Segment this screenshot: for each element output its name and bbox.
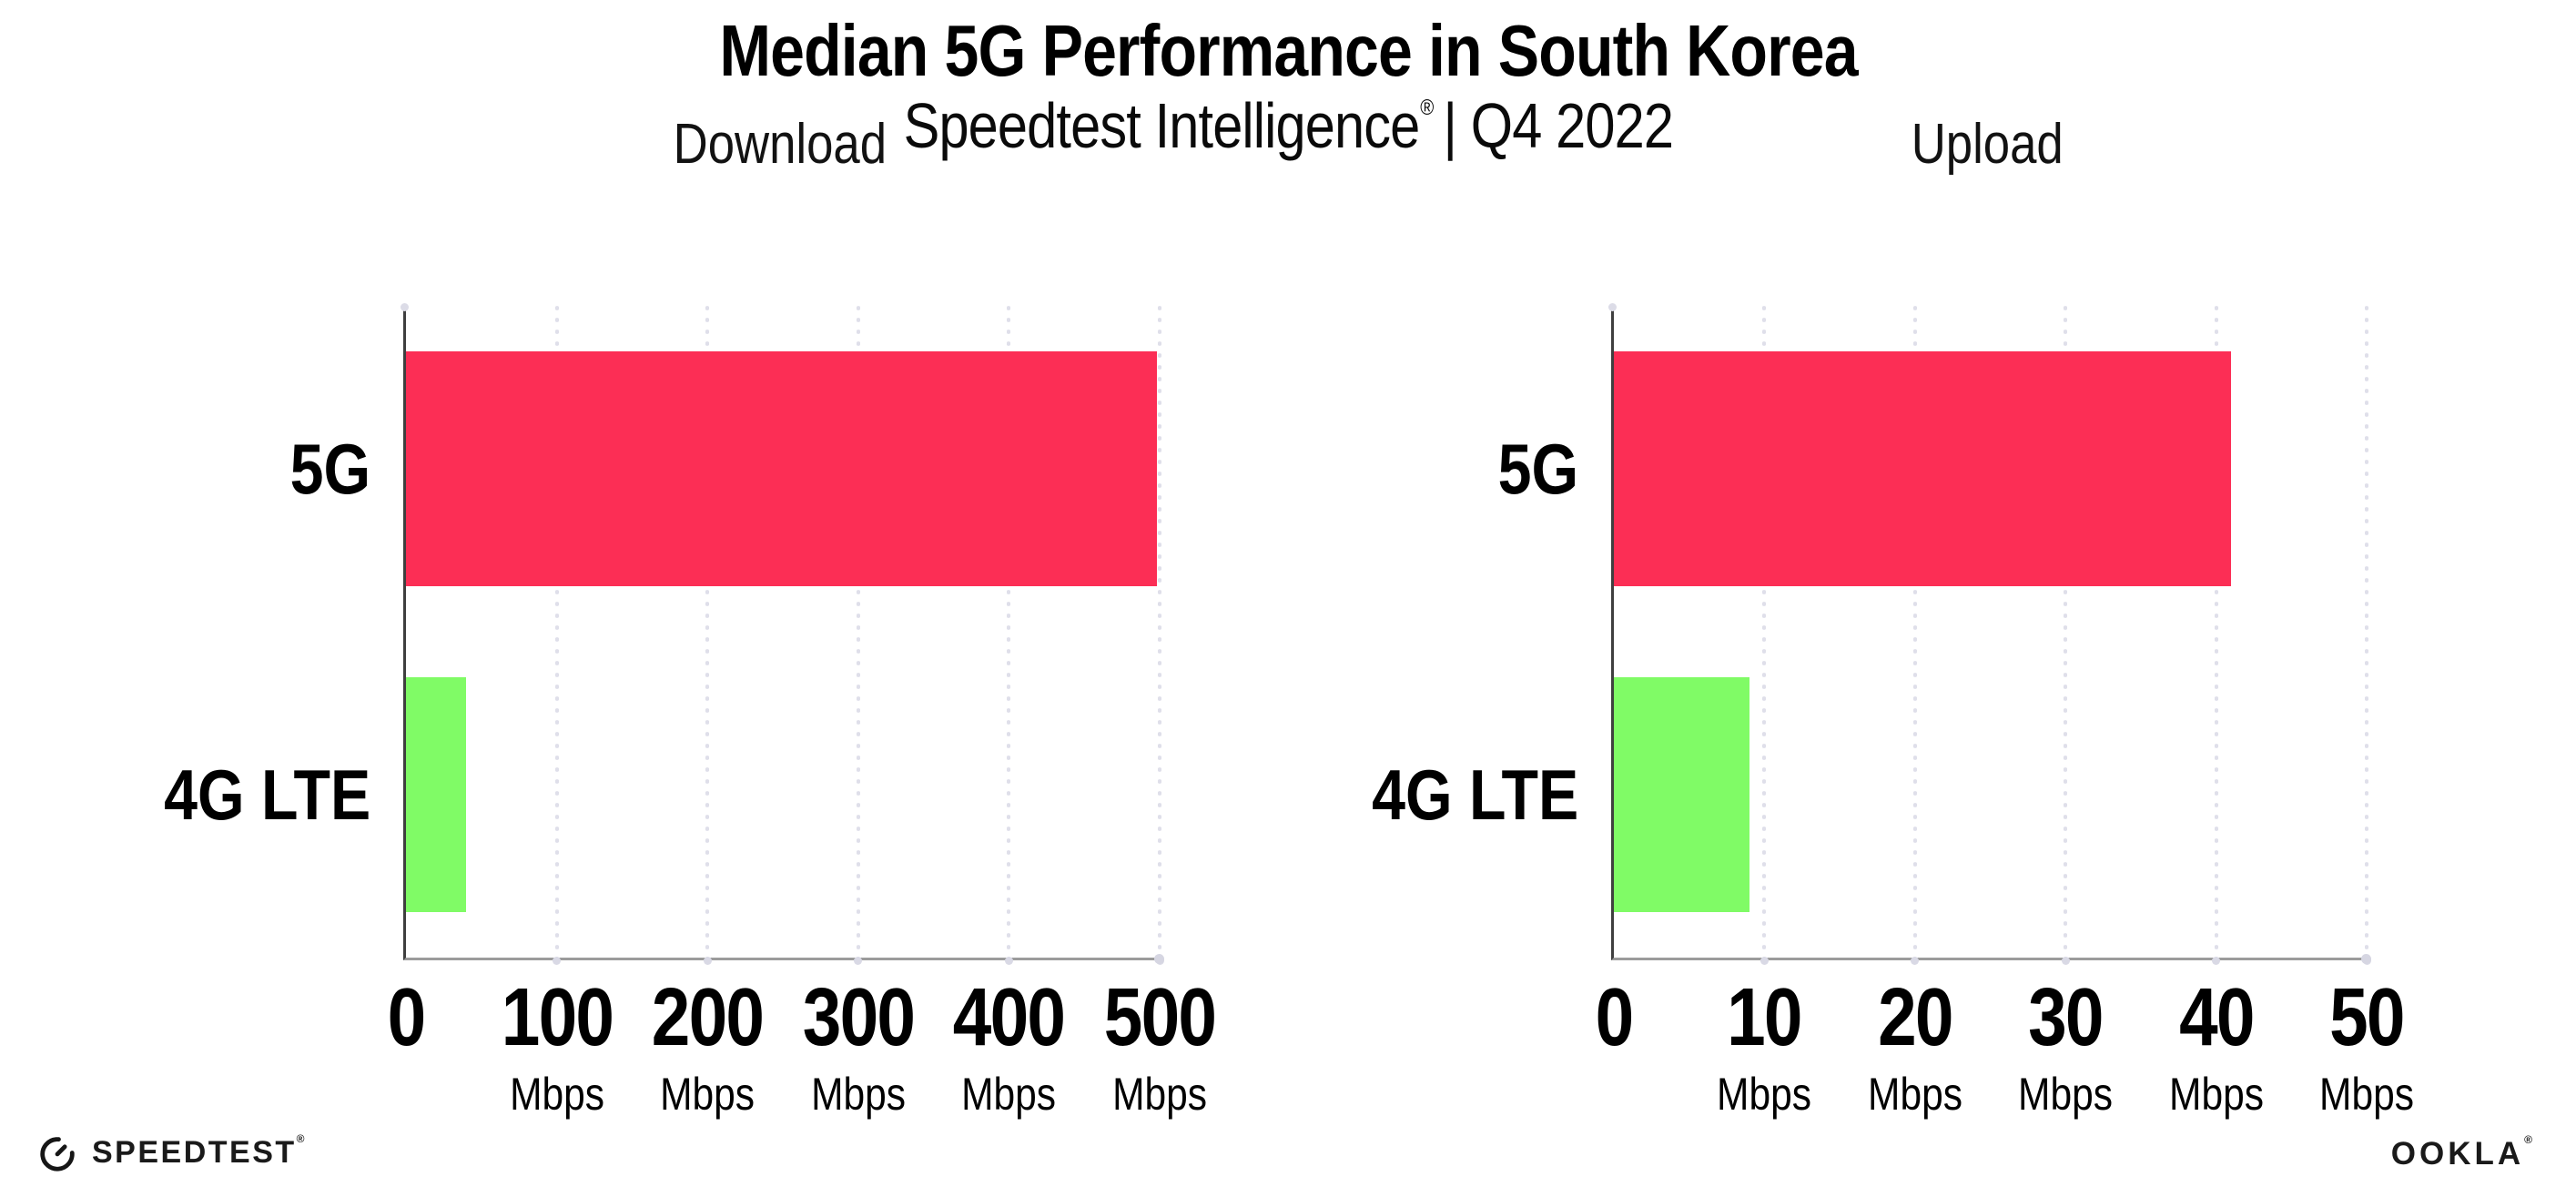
- x-tick: 30 Mbps: [2010, 977, 2121, 1117]
- bar-5g: [406, 351, 1157, 586]
- page-title-text: Median 5G Performance in South Korea: [718, 10, 1858, 91]
- x-tick: 50 Mbps: [2311, 977, 2422, 1117]
- x-tick-label: 500: [1103, 972, 1217, 1063]
- speedtest-wordmark: SPEEDTEST®: [92, 1132, 308, 1170]
- x-tick-unit: Mbps: [1717, 1069, 1812, 1120]
- x-tick-unit: Mbps: [2319, 1069, 2414, 1120]
- x-tick: 200 Mbps: [642, 977, 773, 1117]
- x-tick: 40 Mbps: [2160, 977, 2271, 1117]
- x-tick-label: 40: [2178, 972, 2255, 1063]
- upload-chart-title: Upload: [1911, 113, 2064, 176]
- x-tick: 300 Mbps: [793, 977, 924, 1117]
- x-tick-label: 0: [1595, 972, 1635, 1063]
- x-tick-label: 100: [501, 972, 614, 1063]
- x-tick: 500 Mbps: [1094, 977, 1225, 1117]
- x-tick-unit: Mbps: [1867, 1069, 1962, 1120]
- category-label-4g-lte: 4G LTE: [1371, 755, 1578, 835]
- x-tick-label: 400: [953, 972, 1066, 1063]
- x-tick-label: 10: [1727, 972, 1803, 1063]
- gridline: [703, 306, 712, 965]
- speedtest-gauge-icon: [36, 1131, 78, 1173]
- x-tick-label: 200: [651, 972, 765, 1063]
- category-label-5g: 5G: [289, 429, 370, 509]
- x-tick-label: 50: [2329, 972, 2405, 1063]
- x-tick-unit: Mbps: [2018, 1069, 2114, 1120]
- x-tick-label: 0: [387, 972, 427, 1063]
- download-chart-plot: 5G 4G LTE 0 100 Mbps 200 Mbps 300 Mbps 400 Mbps 500…: [164, 303, 1217, 1117]
- x-tick-unit: Mbps: [810, 1069, 906, 1120]
- gridline: [1760, 306, 1769, 965]
- gridline: [1004, 306, 1013, 965]
- subtitle-brand: Speedtest Intelligence: [903, 90, 1420, 161]
- ookla-logo: OOKLA®: [2390, 1134, 2536, 1172]
- speedtest-logo: SPEEDTEST®: [36, 1131, 307, 1173]
- x-tick-unit: Mbps: [1112, 1069, 1207, 1120]
- gridline: [2362, 306, 2371, 965]
- page-title: Median 5G Performance in South Korea: [0, 13, 2576, 89]
- subtitle-period: | Q4 2022: [1443, 90, 1673, 161]
- x-tick-label: 30: [2028, 972, 2104, 1063]
- x-tick-label: 300: [802, 972, 916, 1063]
- x-tick-unit: Mbps: [509, 1069, 604, 1120]
- x-tick-unit: Mbps: [660, 1069, 756, 1120]
- x-tick-unit: Mbps: [2168, 1069, 2264, 1120]
- x-tick: 10 Mbps: [1709, 977, 1820, 1117]
- upload-chart-plot: 5G 4G LTE 0 10 Mbps 20 Mbps 30 Mbps 40 Mbps 50 Mbps: [1372, 303, 2414, 1117]
- x-tick: 0: [1592, 977, 1636, 1059]
- x-tick: 0: [384, 977, 428, 1059]
- bar-4g-lte: [406, 677, 467, 912]
- gridline: [1155, 306, 1164, 965]
- bar-4g-lte: [1614, 677, 1749, 912]
- ookla-registered-mark: ®: [2524, 1133, 2536, 1146]
- x-tick: 100 Mbps: [492, 977, 623, 1117]
- x-tick: 400 Mbps: [943, 977, 1074, 1117]
- registered-mark: ®: [1419, 96, 1434, 120]
- gridline: [2212, 306, 2221, 965]
- bar-5g: [1614, 351, 2232, 586]
- gridline: [1911, 306, 1920, 965]
- category-label-4g-lte: 4G LTE: [163, 755, 370, 835]
- gridline: [553, 306, 562, 965]
- x-tick-unit: Mbps: [961, 1069, 1057, 1120]
- x-tick: 20 Mbps: [1860, 977, 1971, 1117]
- gridline: [854, 306, 863, 965]
- speedtest-registered-mark: ®: [296, 1132, 308, 1145]
- ookla-wordmark: OOKLA: [2390, 1136, 2525, 1172]
- gridline: [2061, 306, 2070, 965]
- page-subtitle: Speedtest Intelligence® | Q4 2022: [0, 90, 2576, 161]
- download-chart-title: Download: [673, 113, 887, 176]
- category-label-5g: 5G: [1497, 429, 1578, 509]
- x-tick-label: 20: [1877, 972, 1953, 1063]
